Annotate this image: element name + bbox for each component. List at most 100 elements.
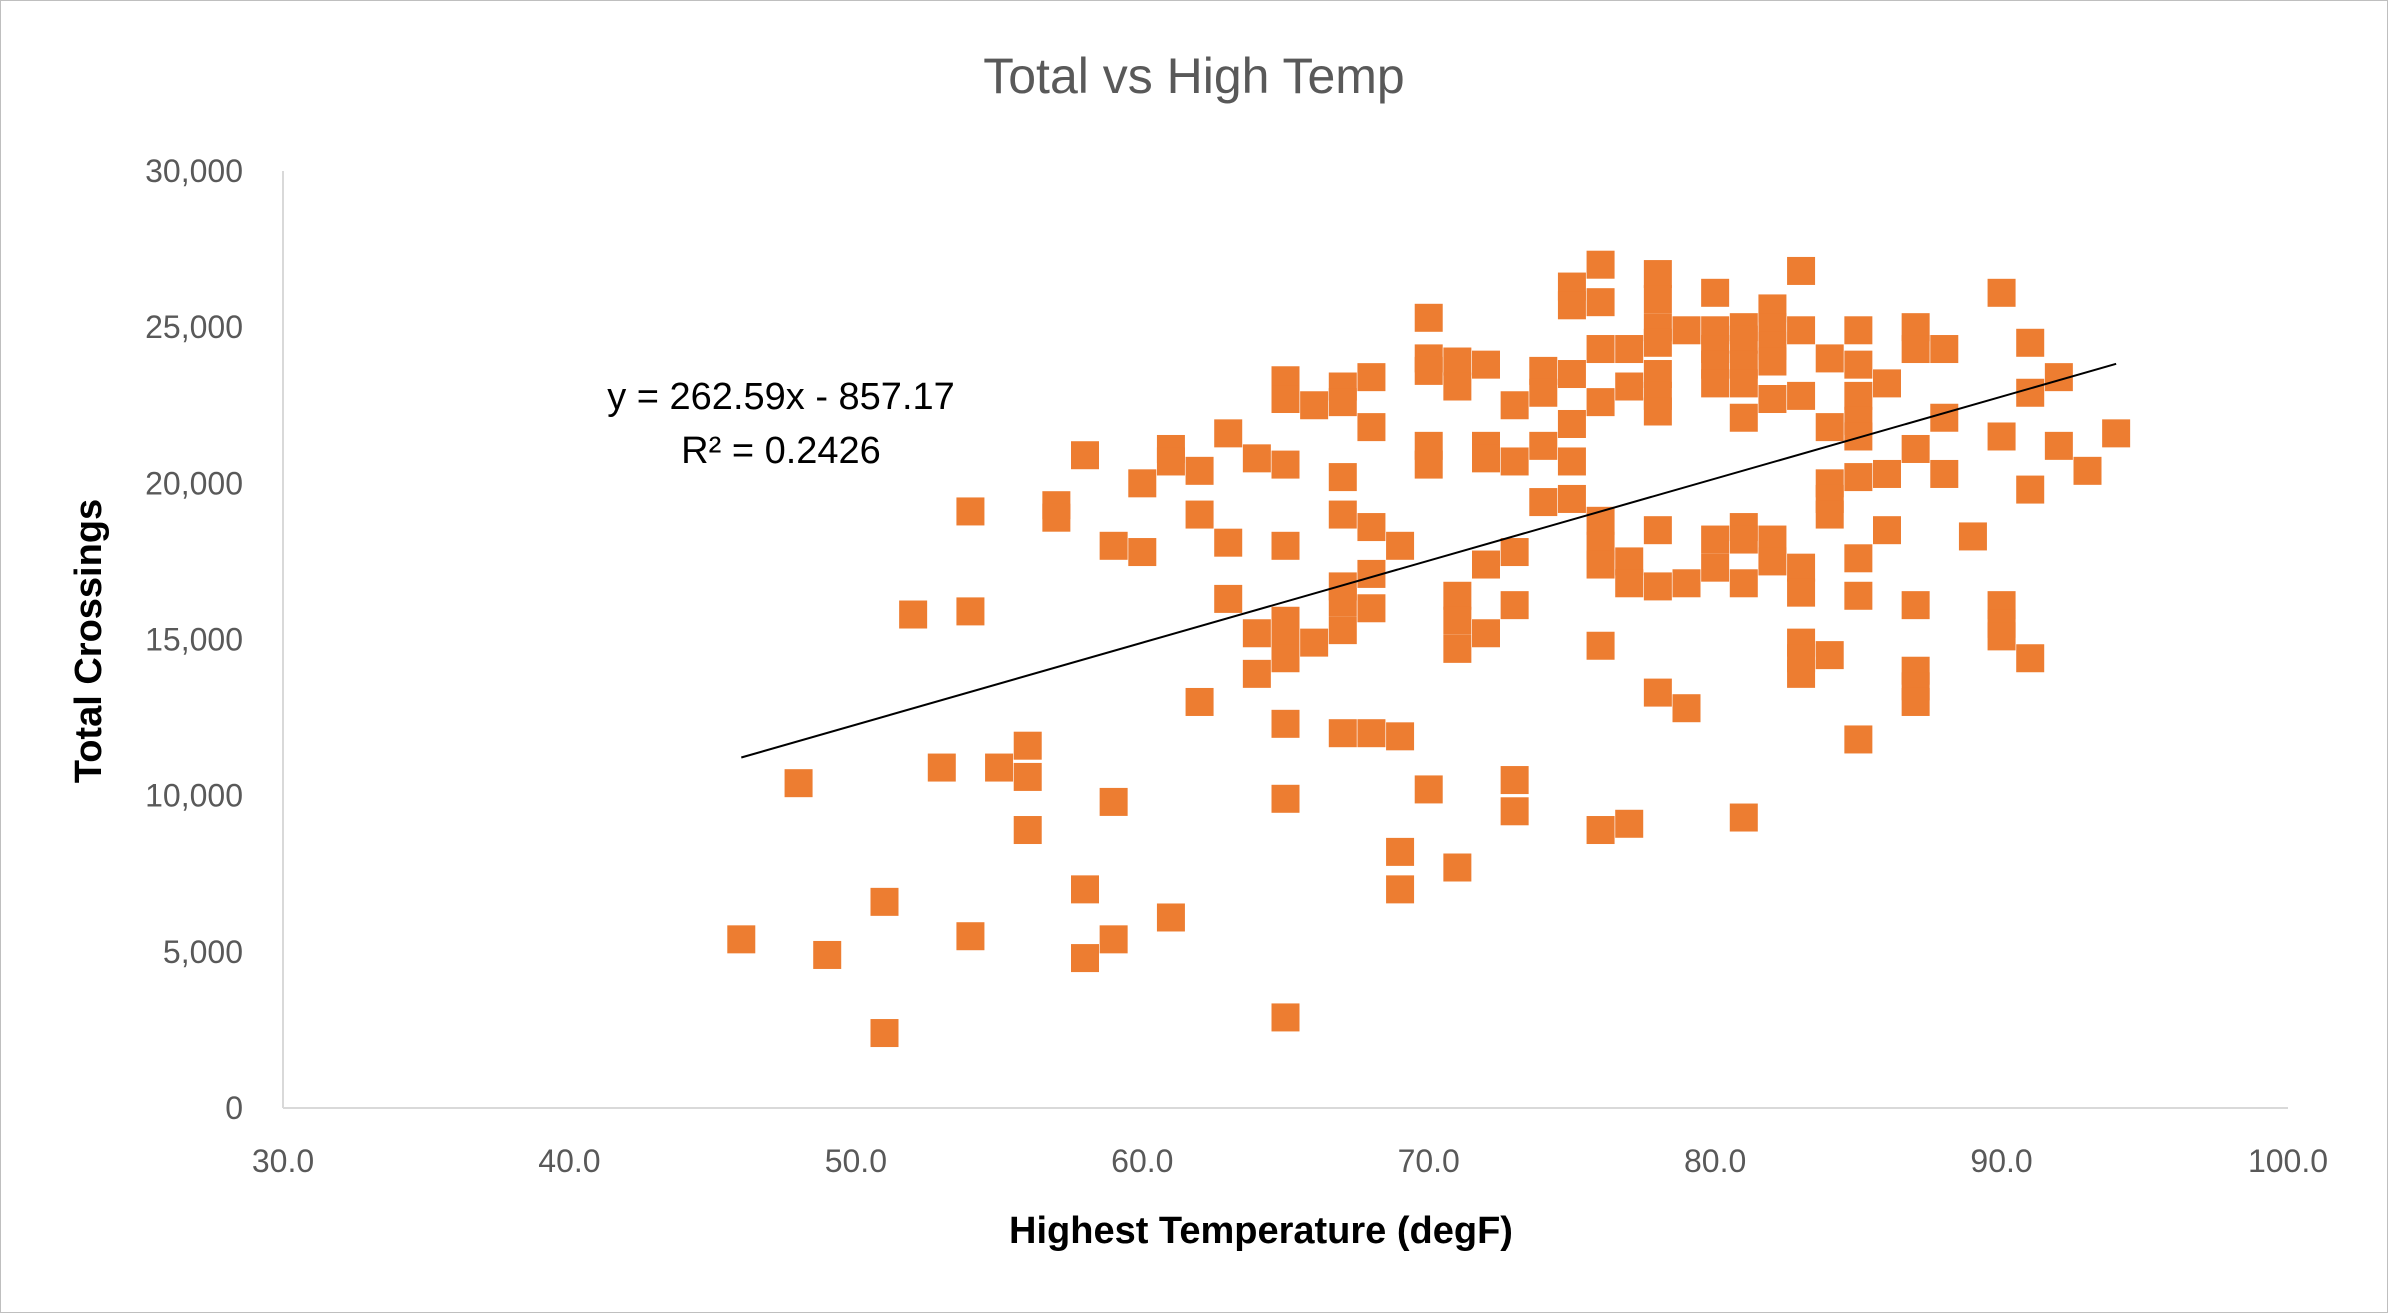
data-point xyxy=(1013,762,1042,791)
data-point xyxy=(1443,347,1472,376)
data-point xyxy=(1300,628,1329,657)
data-point xyxy=(1557,360,1586,389)
data-point xyxy=(956,497,985,526)
data-point xyxy=(2073,456,2102,485)
data-point xyxy=(1844,422,1873,451)
data-point xyxy=(1844,581,1873,610)
data-point xyxy=(1643,572,1672,601)
data-point xyxy=(2016,378,2045,407)
data-point xyxy=(1586,335,1615,364)
data-point xyxy=(1472,444,1500,473)
data-point xyxy=(1787,256,1816,285)
data-point xyxy=(1529,488,1558,517)
y-axis-ticks: 0 5,000 10,000 15,000 20,000 25,000 30,000 xyxy=(145,153,243,1126)
data-point xyxy=(1013,731,1042,760)
data-point xyxy=(1844,316,1873,345)
data-point xyxy=(1242,619,1271,648)
data-point xyxy=(1042,503,1071,532)
data-point xyxy=(1500,766,1529,795)
data-point xyxy=(1758,385,1787,414)
data-point xyxy=(1328,463,1357,492)
data-point xyxy=(1472,350,1500,379)
y-tick-label: 5,000 xyxy=(163,934,243,970)
data-point xyxy=(1472,550,1500,579)
data-point xyxy=(899,600,928,629)
data-point xyxy=(1500,447,1529,476)
data-point xyxy=(1930,459,1959,488)
data-point xyxy=(784,769,813,798)
data-point xyxy=(1586,631,1615,660)
data-point xyxy=(1901,591,1930,620)
data-point xyxy=(1357,363,1386,392)
data-point xyxy=(1443,581,1472,610)
data-point xyxy=(1586,816,1615,845)
data-point xyxy=(1787,381,1816,410)
y-tick-label: 10,000 xyxy=(145,778,243,814)
data-point xyxy=(1729,369,1758,398)
data-point xyxy=(1643,260,1672,289)
data-point xyxy=(1443,634,1472,663)
data-point xyxy=(1357,513,1386,542)
data-point xyxy=(1873,369,1901,398)
x-axis-title: Highest Temperature (degF) xyxy=(1009,1210,1513,1252)
data-point xyxy=(1271,644,1300,673)
data-point xyxy=(2102,419,2131,448)
data-point xyxy=(1787,578,1816,607)
data-point xyxy=(1099,925,1128,954)
data-point xyxy=(1443,606,1472,635)
data-point xyxy=(1557,291,1586,320)
y-axis-title: Total Crossings xyxy=(68,499,110,783)
data-point xyxy=(1729,403,1758,432)
data-point xyxy=(1099,531,1128,560)
data-point xyxy=(1615,372,1644,401)
data-point xyxy=(1643,397,1672,426)
data-point xyxy=(1844,544,1873,573)
data-point xyxy=(1586,550,1615,579)
data-point xyxy=(1128,538,1157,567)
data-point xyxy=(1643,678,1672,707)
chart-title: Total vs High Temp xyxy=(983,48,1404,104)
data-point xyxy=(1443,853,1472,882)
data-point xyxy=(1328,719,1357,748)
data-point xyxy=(1729,569,1758,598)
data-point xyxy=(1214,419,1243,448)
data-point xyxy=(1987,278,2016,307)
data-point xyxy=(1328,500,1357,529)
data-point xyxy=(1386,875,1415,904)
data-point xyxy=(1615,569,1644,598)
data-point xyxy=(985,753,1014,782)
data-point xyxy=(1529,431,1558,460)
data-point xyxy=(956,597,985,626)
data-point xyxy=(1557,447,1586,476)
data-point xyxy=(1271,709,1300,738)
data-point xyxy=(1328,588,1357,617)
data-point xyxy=(1414,450,1443,479)
trendline-equation: y = 262.59x - 857.17 xyxy=(607,376,955,418)
data-point xyxy=(927,753,956,782)
data-point xyxy=(1586,250,1615,279)
data-point xyxy=(1643,516,1672,545)
data-point xyxy=(1672,569,1701,598)
data-point xyxy=(1787,316,1816,345)
data-point xyxy=(1242,659,1271,688)
data-point xyxy=(1271,784,1300,813)
data-point xyxy=(956,922,985,951)
data-point xyxy=(1185,687,1214,716)
data-point xyxy=(1844,381,1873,410)
x-tick-label: 100.0 xyxy=(2248,1143,2328,1179)
data-point xyxy=(1586,388,1615,417)
data-point xyxy=(1873,516,1901,545)
y-tick-label: 30,000 xyxy=(145,153,243,189)
data-point xyxy=(870,1019,899,1048)
data-point xyxy=(1930,335,1959,364)
data-point xyxy=(1987,422,2016,451)
data-point xyxy=(1242,444,1271,473)
data-point xyxy=(1071,944,1099,973)
data-point xyxy=(1701,278,1730,307)
data-point xyxy=(1328,388,1357,417)
data-point xyxy=(1071,441,1099,470)
data-point xyxy=(1643,285,1672,314)
x-tick-label: 40.0 xyxy=(538,1143,600,1179)
